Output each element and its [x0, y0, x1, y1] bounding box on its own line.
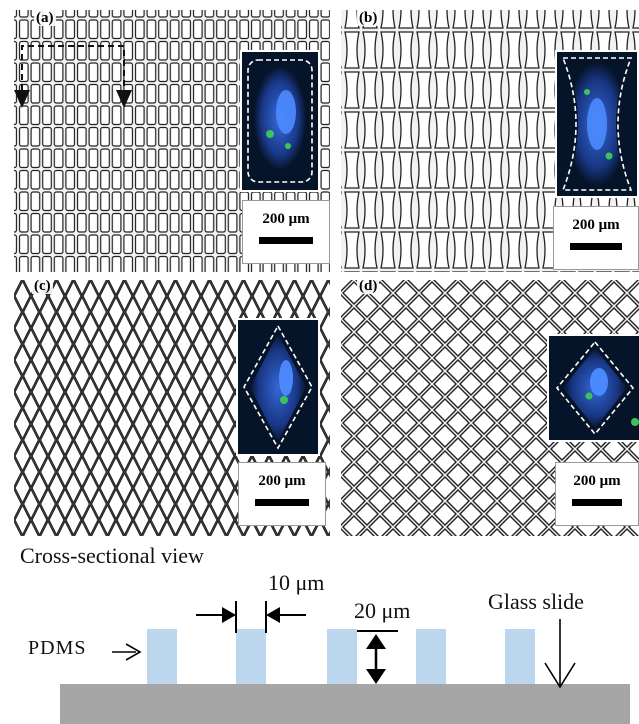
micrograph-panel-d: (d) 200 μm: [341, 280, 639, 536]
pdms-pillar: [147, 629, 177, 684]
fluorescence-inset: [236, 318, 320, 456]
scale-bar-box: 200 μm: [555, 462, 639, 526]
arrow-down-icon: [544, 662, 576, 689]
fluorescence-inset: [240, 50, 320, 192]
cell-outline: [243, 324, 313, 450]
arrow-down-icon: [116, 90, 132, 108]
pdms-label: PDMS: [28, 637, 87, 659]
scale-bar: [572, 499, 622, 506]
scale-bar-box: 200 μm: [553, 206, 639, 270]
pdms-pillar: [327, 629, 357, 684]
pdms-pillar: [416, 629, 446, 684]
pdms-pillar: [236, 629, 266, 684]
scale-bar: [255, 499, 309, 506]
panel-label: (b): [357, 10, 380, 26]
scale-label: 200 μm: [262, 211, 310, 227]
scale-label: 200 μm: [573, 473, 621, 489]
dashed-arrow-path: [21, 45, 125, 90]
micrograph-panel-b: (b) 200 μm: [341, 10, 639, 272]
scale-bar: [570, 243, 622, 250]
micrograph-panel-a: (a) 200 μm: [14, 10, 330, 272]
width-label: 10 μm: [268, 570, 325, 595]
scale-label: 200 μm: [258, 473, 306, 489]
micrograph-panel-c: (c) 200 μm: [14, 280, 330, 536]
panel-label: (c): [32, 280, 53, 294]
cell-outline: [561, 57, 633, 191]
panel-label: (d): [357, 280, 380, 294]
fluorescence-inset: [547, 334, 639, 442]
glass-slide: [60, 684, 630, 724]
panel-label: (a): [34, 10, 56, 26]
arrow-down-icon: [14, 90, 30, 108]
scale-bar-box: 200 μm: [242, 200, 330, 264]
arrow-right-icon: [222, 607, 236, 623]
arrow-up-icon: [366, 634, 386, 649]
scale-label: 200 μm: [572, 217, 620, 233]
scale-bar-box: 200 μm: [238, 462, 326, 526]
scale-bar: [259, 237, 313, 244]
arrow-down-icon: [366, 669, 386, 684]
pdms-pillar: [505, 629, 535, 684]
glass-slide-label: Glass slide: [488, 589, 584, 614]
arrow-left-icon: [266, 607, 280, 623]
cross-section-diagram: Cross-sectional view 10 μm 20 μm PDMS Gl…: [0, 535, 639, 724]
height-label: 20 μm: [354, 598, 411, 623]
arrow-right-icon: [125, 643, 142, 661]
fluorescence-inset: [555, 50, 639, 198]
cross-section-title: Cross-sectional view: [20, 543, 204, 568]
